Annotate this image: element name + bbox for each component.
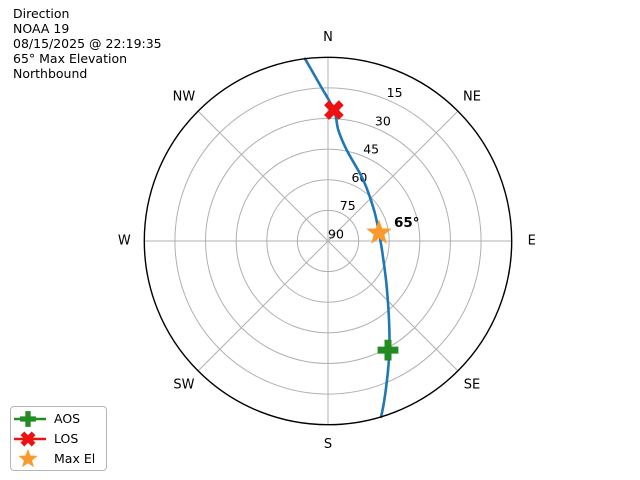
header-block: Direction NOAA 19 08/15/2025 @ 22:19:35 … xyxy=(13,6,162,81)
satellite-name: NOAA 19 xyxy=(13,21,70,36)
compass-label-n: N xyxy=(323,30,333,45)
chart-title: Direction xyxy=(13,6,70,21)
satellite-pass-track xyxy=(303,57,391,419)
aos-plus-icon xyxy=(14,410,46,427)
compass-label-se: SE xyxy=(464,378,480,393)
legend-item-los: LOS xyxy=(11,429,106,449)
ring-label-45: 45 xyxy=(363,142,379,157)
legend-marker-glyph xyxy=(20,431,36,446)
legend-marker-glyph xyxy=(18,448,38,467)
compass-label-s: S xyxy=(324,437,332,452)
compass-label-ne: NE xyxy=(463,89,481,104)
max-el-star-icon xyxy=(18,448,38,467)
legend: AOS LOS Max El xyxy=(10,406,107,471)
ring-label-30: 30 xyxy=(375,113,391,128)
legend-item-maxel: Max El xyxy=(11,448,106,469)
max-elevation-text: 65° Max Elevation xyxy=(13,51,128,66)
legend-label-aos: AOS xyxy=(54,411,81,426)
compass-label-sw: SW xyxy=(173,378,194,393)
azimuth-spoke-135 xyxy=(197,110,459,372)
legend-label-los: LOS xyxy=(54,431,79,446)
los-x-icon xyxy=(14,431,46,446)
max-el-marker xyxy=(366,219,392,244)
ring-label-15: 15 xyxy=(387,85,403,100)
los-marker xyxy=(324,100,344,120)
pass-timestamp: 08/15/2025 @ 22:19:35 xyxy=(13,36,162,51)
legend-marker-glyph xyxy=(20,410,36,427)
compass-label-w: W xyxy=(118,234,131,249)
pass-direction: Northbound xyxy=(13,66,88,81)
ring-label-75: 75 xyxy=(340,198,356,213)
max-elevation-annotation: 65° xyxy=(394,215,420,231)
horizon-circle xyxy=(143,56,513,426)
legend-label-maxel: Max El xyxy=(54,451,96,466)
compass-label-nw: NW xyxy=(173,89,196,104)
ring-label-90: 90 xyxy=(328,227,344,242)
compass-label-e: E xyxy=(528,234,536,249)
aos-marker xyxy=(377,339,399,361)
legend-item-aos: AOS xyxy=(11,409,106,429)
